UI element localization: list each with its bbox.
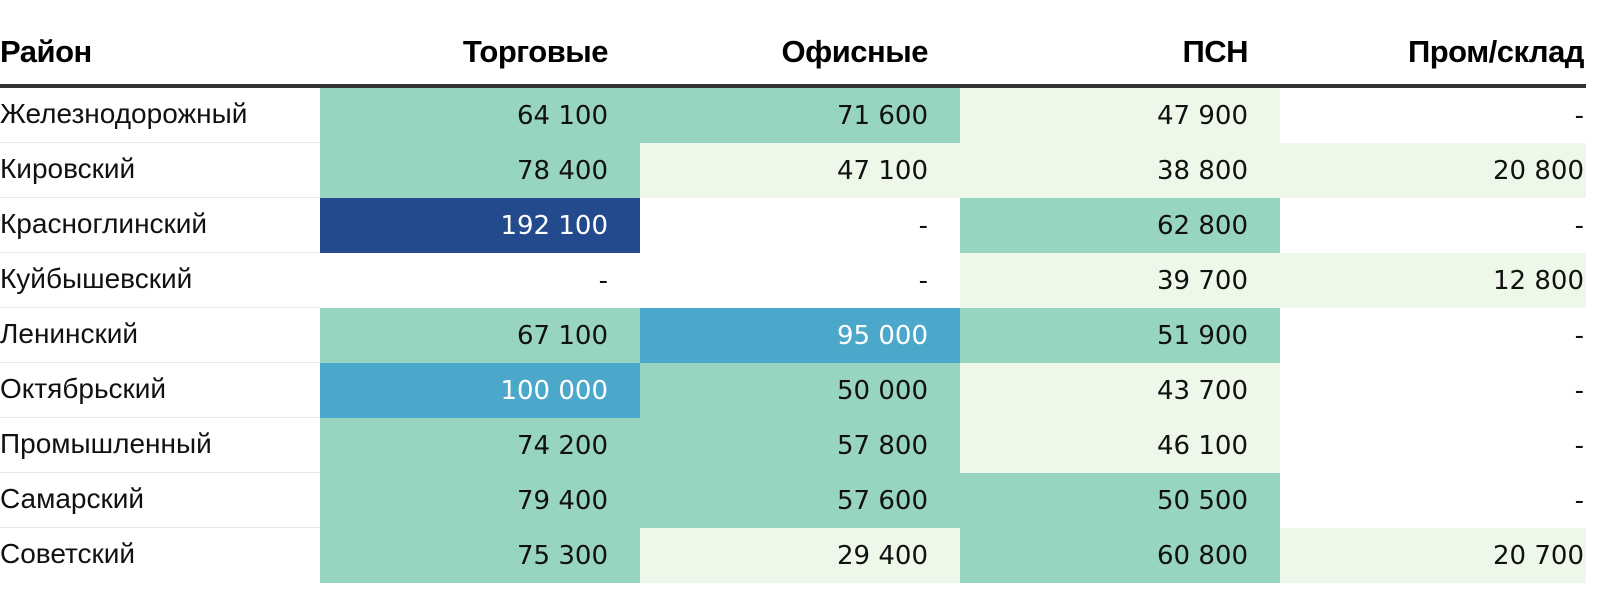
value-cell: - [1280, 363, 1586, 418]
header-industrial: Пром/склад [1407, 34, 1585, 69]
value-cell: - [320, 253, 640, 308]
value-cell: - [1280, 198, 1586, 253]
value-cell: - [1280, 473, 1586, 528]
value-cell: 67 100 [320, 308, 640, 363]
value-cell: - [640, 198, 960, 253]
table-row: Самарский 79 400 57 600 50 500- [0, 473, 1586, 528]
table-body: Железнодорожный 64 100 71 600 47 900- Кировс… [0, 88, 1586, 583]
district-name: Самарский [0, 473, 320, 528]
header-district: Район [0, 34, 92, 69]
value-cell: 64 100 [320, 88, 640, 143]
value-cell: 20 800 [1280, 143, 1586, 198]
value-cell: 75 300 [320, 528, 640, 583]
district-name: Октябрьский [0, 363, 320, 418]
table-row: Промышленный 74 200 57 800 46 100- [0, 418, 1586, 473]
district-name: Куйбышевский [0, 253, 320, 308]
value-cell: 50 000 [640, 363, 960, 418]
table-row: Железнодорожный 64 100 71 600 47 900- [0, 88, 1586, 143]
value-cell: 20 700 [1280, 528, 1586, 583]
value-cell: 29 400 [640, 528, 960, 583]
value-cell: 46 100 [960, 418, 1280, 473]
table-row: Кировский 78 400 47 100 38 800 20 800 [0, 143, 1586, 198]
value-cell: 192 100 [320, 198, 640, 253]
value-cell: 39 700 [960, 253, 1280, 308]
header-retail: Торговые [462, 34, 609, 69]
value-cell: 12 800 [1280, 253, 1586, 308]
price-table: Район Торговые Офисные ПСН Пром/склад Же… [0, 20, 1586, 583]
value-cell: 47 100 [640, 143, 960, 198]
value-cell: 100 000 [320, 363, 640, 418]
value-cell: 47 900 [960, 88, 1280, 143]
value-cell: 51 900 [960, 308, 1280, 363]
value-cell: - [1280, 308, 1586, 363]
value-cell: 62 800 [960, 198, 1280, 253]
district-name: Железнодорожный [0, 88, 320, 143]
table-row: Ленинский 67 100 95 000 51 900- [0, 308, 1586, 363]
district-name: Промышленный [0, 418, 320, 473]
value-cell: 43 700 [960, 363, 1280, 418]
value-cell: 57 800 [640, 418, 960, 473]
table-row: Куйбышевский - -39 700 12 800 [0, 253, 1586, 308]
value-cell: 71 600 [640, 88, 960, 143]
table-row: Красноглинский 192 100-62 800- [0, 198, 1586, 253]
district-name: Красноглинский [0, 198, 320, 253]
header-psn: ПСН [1182, 34, 1248, 69]
value-cell: - [1280, 88, 1586, 143]
district-name: Ленинский [0, 308, 320, 363]
district-name: Кировский [0, 143, 320, 198]
value-cell: 74 200 [320, 418, 640, 473]
value-cell: 60 800 [960, 528, 1280, 583]
header-office: Офисные [781, 34, 929, 69]
value-cell: 57 600 [640, 473, 960, 528]
value-cell: 50 500 [960, 473, 1280, 528]
value-cell: - [1280, 418, 1586, 473]
value-cell: 38 800 [960, 143, 1280, 198]
district-name: Советский [0, 538, 136, 569]
value-cell: 78 400 [320, 143, 640, 198]
value-cell: - [640, 253, 960, 308]
table-row: Октябрьский 100 000 50 000 43 700- [0, 363, 1586, 418]
value-cell: 79 400 [320, 473, 640, 528]
table-row: Советский 75 300 29 400 60 800 20 700 [0, 528, 1586, 583]
table-header: Район Торговые Офисные ПСН Пром/склад [0, 20, 1586, 88]
value-cell: 95 000 [640, 308, 960, 363]
